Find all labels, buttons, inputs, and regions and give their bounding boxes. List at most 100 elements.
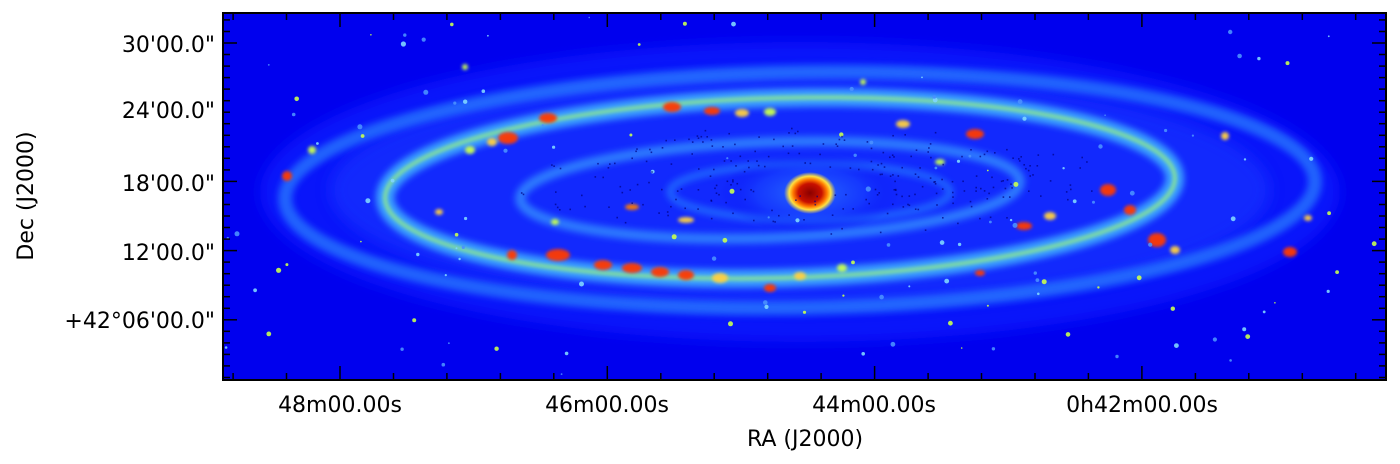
dust-speck — [1012, 157, 1014, 159]
dust-speck — [778, 214, 780, 217]
dust-speck — [849, 167, 852, 169]
hii-region — [594, 260, 612, 270]
field-star — [453, 101, 457, 105]
dust-speck — [771, 209, 773, 212]
dust-speck — [1065, 191, 1068, 193]
dust-speck — [894, 180, 896, 183]
dust-speck — [836, 145, 839, 147]
dust-speck — [661, 188, 663, 191]
field-star — [1017, 99, 1023, 105]
field-star — [1148, 242, 1153, 247]
field-star — [932, 95, 937, 99]
hii-region — [622, 263, 642, 273]
dust-speck — [866, 141, 869, 143]
field-star — [948, 320, 953, 326]
dust-speck — [917, 176, 920, 178]
field-star — [839, 132, 844, 137]
field-star — [1164, 128, 1168, 133]
dust-speck — [952, 196, 954, 198]
field-star — [1136, 275, 1142, 281]
dust-speck — [883, 166, 886, 168]
field-star — [579, 281, 584, 287]
field-star — [285, 263, 289, 267]
field-star — [412, 318, 417, 323]
hii-region — [551, 219, 559, 225]
dust-speck — [798, 152, 801, 155]
dust-speck — [697, 208, 699, 210]
dust-speck — [975, 175, 978, 177]
hii-regions — [282, 64, 1312, 292]
hii-region — [704, 107, 720, 115]
dust-speck — [702, 141, 704, 143]
dust-speck — [874, 188, 877, 191]
dust-speck — [651, 171, 653, 173]
dust-speckle — [520, 127, 1093, 235]
dust-speck — [787, 152, 790, 155]
dust-speck — [700, 135, 703, 138]
field-star — [360, 240, 362, 243]
dust-speck — [889, 156, 891, 159]
dust-speck — [794, 132, 797, 135]
dust-speck — [661, 147, 664, 149]
dust-speck — [750, 189, 752, 191]
field-star — [728, 321, 733, 327]
dust-speck — [904, 134, 906, 136]
dust-speck — [710, 139, 713, 141]
dust-speck — [551, 164, 553, 166]
dust-speck — [868, 202, 870, 205]
field-star — [444, 274, 447, 277]
dust-speck — [696, 135, 699, 137]
dust-speck — [892, 174, 894, 176]
field-star — [1230, 216, 1236, 222]
dust-speck — [1049, 180, 1052, 182]
dust-speck — [895, 193, 898, 196]
dust-speck — [1036, 165, 1039, 167]
dust-speck — [928, 147, 930, 149]
dust-speck — [871, 168, 874, 171]
field-star — [560, 373, 563, 375]
dust-speck — [1029, 165, 1031, 167]
field-star — [400, 41, 406, 47]
dust-speck — [732, 212, 734, 215]
dust-speck — [636, 183, 639, 186]
field-star — [722, 237, 728, 243]
dust-speck — [674, 139, 676, 141]
field-stars — [224, 16, 1377, 375]
field-star — [294, 96, 300, 102]
dust-speck — [774, 221, 776, 223]
dust-speck — [991, 176, 993, 179]
hii-region — [837, 264, 847, 272]
axis-ticks — [223, 13, 1386, 380]
field-star — [360, 134, 365, 138]
hii-region — [625, 204, 639, 210]
dust-speck — [754, 150, 756, 153]
hii-region — [1170, 246, 1180, 254]
dust-speck — [757, 164, 760, 167]
dust-speck — [788, 214, 790, 216]
hii-region — [465, 146, 475, 154]
hii-region — [1100, 184, 1116, 196]
dust-speck — [739, 188, 742, 191]
field-star — [365, 198, 371, 204]
dust-speck — [961, 155, 963, 158]
field-star — [1327, 211, 1331, 216]
field-star — [956, 159, 961, 163]
dust-speck — [1032, 174, 1034, 176]
dust-speck — [901, 195, 903, 198]
hii-region — [282, 171, 292, 181]
dust-speck — [880, 162, 883, 165]
dust-speck — [739, 155, 742, 158]
dust-speck — [803, 219, 805, 221]
dust-speck — [609, 163, 611, 165]
dust-speck — [584, 205, 586, 208]
field-star — [1062, 167, 1065, 170]
field-star — [865, 186, 871, 192]
dust-speck — [791, 127, 793, 130]
dust-speck — [975, 186, 977, 189]
dust-speck — [691, 153, 693, 155]
field-star — [224, 346, 228, 349]
dust-speck — [969, 200, 972, 203]
field-star — [1129, 190, 1135, 196]
field-star — [682, 21, 687, 26]
dust-speck — [665, 139, 667, 142]
